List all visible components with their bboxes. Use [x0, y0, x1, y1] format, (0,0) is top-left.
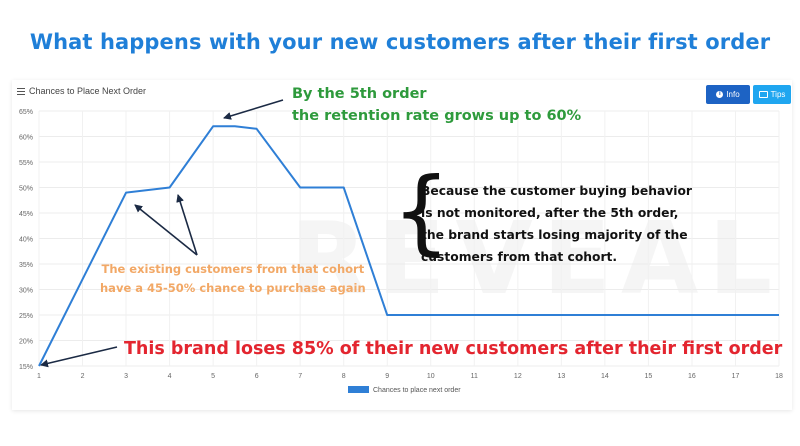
- annotation-behavior-line4: customers from that cohort.: [421, 250, 618, 264]
- annotation-behavior-line1: Because the customer buying behavior: [421, 184, 692, 198]
- x-tick-label: 18: [775, 373, 783, 380]
- y-tick-label: 65%: [19, 109, 33, 116]
- annotation-cohort-line1: The existing customers from that cohort: [101, 262, 365, 276]
- menu-icon[interactable]: [17, 87, 25, 95]
- y-tick-label: 15%: [19, 364, 33, 371]
- info-button-label: Info: [726, 90, 740, 99]
- x-tick-label: 1: [37, 373, 41, 380]
- tips-icon: [758, 91, 768, 98]
- chart-panel: Chances to Place Next Order i Info Tips: [12, 80, 792, 410]
- annotation-cohort-line2: have a 45-50% chance to purchase again: [100, 281, 366, 295]
- arrow-to-fourth-order: [176, 194, 198, 256]
- arrow-to-peak: [223, 99, 284, 120]
- y-tick-label: 55%: [19, 160, 33, 167]
- annotation-retention-line1: By the 5th order: [292, 86, 427, 102]
- annotation-behavior-line3: the brand starts losing majority of the: [421, 228, 688, 242]
- tips-button[interactable]: Tips: [753, 85, 791, 104]
- chart-grid: [38, 110, 780, 367]
- x-tick-label: 17: [732, 373, 740, 380]
- y-tick-label: 50%: [19, 186, 33, 193]
- chart-series: [38, 125, 779, 367]
- headline: What happens with your new customers aft…: [29, 30, 771, 54]
- info-icon: i: [716, 91, 724, 98]
- x-tick-label: 15: [645, 373, 653, 380]
- y-tick-label: 35%: [19, 262, 33, 269]
- series-line: [38, 125, 779, 367]
- annotation-loss: This brand loses 85% of their new custom…: [124, 339, 783, 359]
- y-tick-label: 45%: [19, 211, 33, 218]
- x-tick-label: 4: [168, 373, 172, 380]
- annotation-arrows: [40, 99, 284, 368]
- y-tick-label: 25%: [19, 313, 33, 320]
- annotation-cohort: The existing customers from that cohort …: [100, 260, 366, 298]
- x-tick-label: 12: [514, 373, 522, 380]
- arrow-to-third-order: [134, 204, 198, 256]
- x-tick-label: 11: [471, 373, 478, 380]
- x-tick-label: 8: [342, 373, 346, 380]
- x-tick-label: 5: [211, 373, 215, 380]
- x-tick-label: 13: [557, 373, 565, 380]
- legend-swatch: [348, 386, 369, 393]
- x-tick-label: 10: [427, 373, 435, 380]
- x-tick-label: 16: [688, 373, 696, 380]
- arrow-to-first-order: [40, 346, 118, 368]
- annotation-retention-line2: the retention rate grows up to 60%: [292, 108, 582, 124]
- panel-title: Chances to Place Next Order: [17, 86, 146, 96]
- y-tick-label: 30%: [19, 288, 33, 295]
- curly-brace-icon: {: [392, 158, 451, 265]
- x-tick-label: 7: [298, 373, 302, 380]
- x-tick-label: 6: [255, 373, 259, 380]
- tips-button-label: Tips: [770, 90, 786, 99]
- annotation-behavior-line2: is not monitored, after the 5th order,: [421, 206, 679, 220]
- annotation-retention-peak: By the 5th order the retention rate grow…: [292, 83, 581, 127]
- y-tick-label: 60%: [19, 135, 33, 142]
- panel-title-text: Chances to Place Next Order: [29, 86, 147, 96]
- y-axis-ticks: 15% 20% 25% 30% 35% 40% 45% 50% 55% 60% 65%: [19, 109, 33, 371]
- x-tick-label: 9: [385, 373, 389, 380]
- y-tick-label: 20%: [19, 339, 33, 346]
- chart-legend: Chances to place next order: [348, 386, 461, 394]
- x-axis-ticks: 1 2 3 4 5 6 7 8 9 10 11 12 13 14 15 16 17 18: [37, 373, 783, 380]
- y-tick-label: 40%: [19, 237, 33, 244]
- x-tick-label: 14: [601, 373, 609, 380]
- annotation-behavior: Because the customer buying behavior is …: [421, 180, 692, 268]
- x-tick-label: 2: [81, 373, 85, 380]
- x-tick-label: 3: [124, 373, 128, 380]
- legend-label: Chances to place next order: [373, 387, 461, 394]
- info-button[interactable]: i Info: [706, 85, 750, 104]
